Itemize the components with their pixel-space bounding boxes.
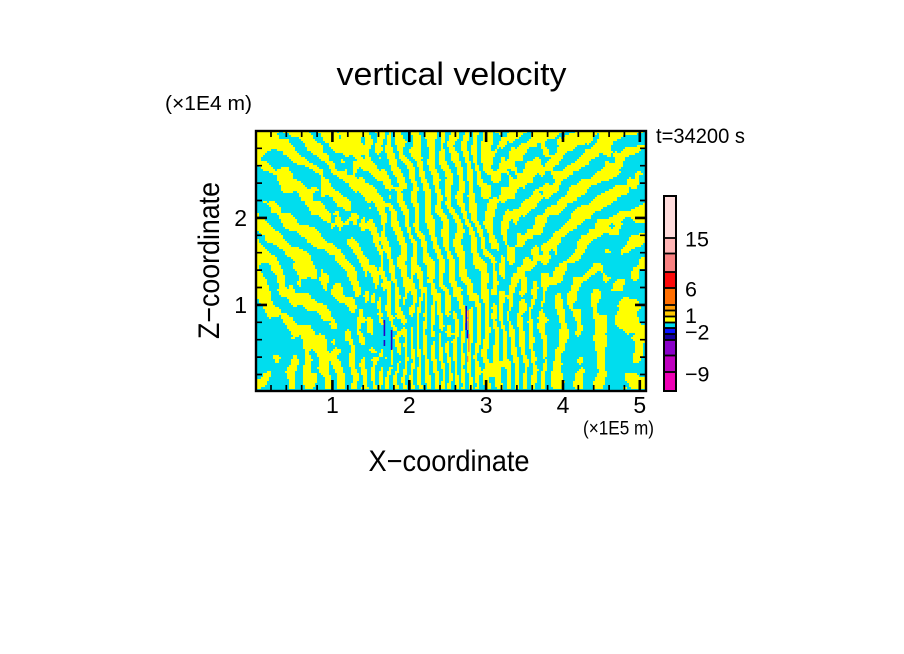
svg-text:3: 3 (480, 392, 493, 418)
svg-text:(×1E5 m): (×1E5 m) (583, 418, 654, 440)
svg-text:5: 5 (633, 392, 646, 418)
svg-text:2: 2 (403, 392, 416, 418)
svg-text:Z−coordinate: Z−coordinate (193, 182, 226, 339)
svg-text:(×1E4 m): (×1E4 m) (165, 93, 252, 115)
svg-text:−9: −9 (685, 363, 710, 387)
svg-text:vertical velocity: vertical velocity (337, 56, 568, 92)
svg-text:1: 1 (234, 292, 247, 318)
svg-text:1: 1 (685, 304, 697, 328)
svg-text:X−coordinate: X−coordinate (369, 445, 530, 478)
svg-text:2: 2 (234, 205, 247, 231)
svg-text:1: 1 (326, 392, 339, 418)
svg-text:4: 4 (557, 392, 570, 418)
svg-text:−2: −2 (685, 321, 710, 345)
svg-text:6: 6 (685, 278, 697, 302)
svg-text:t=34200 s: t=34200 s (656, 125, 745, 148)
svg-text:15: 15 (685, 228, 709, 252)
